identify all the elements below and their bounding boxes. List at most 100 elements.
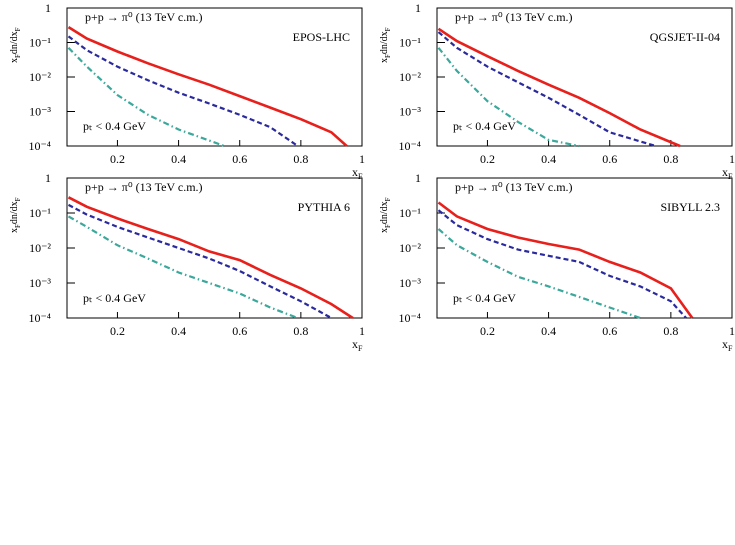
y-tick-label: 10⁻³ bbox=[29, 276, 51, 290]
x-tick-label: 1 bbox=[359, 152, 365, 166]
y-tick-label: 10⁻² bbox=[399, 70, 421, 84]
y-tick-label: 1 bbox=[45, 1, 51, 15]
annotation: pₜ < 0.4 GeV bbox=[453, 291, 516, 305]
y-axis-label: xFdn/dxF bbox=[379, 27, 392, 63]
y-tick-label: 10⁻³ bbox=[399, 105, 421, 119]
x-tick-label: 0.8 bbox=[663, 324, 678, 338]
series-line bbox=[437, 31, 656, 148]
y-axis-label: xFdn/dxF bbox=[9, 197, 22, 233]
annotation: pₜ < 0.4 GeV bbox=[83, 119, 146, 133]
x-axis-label-part: x bbox=[352, 337, 358, 351]
x-tick-label: 0.4 bbox=[171, 324, 186, 338]
y-axis-label: xFdn/dxF bbox=[379, 197, 392, 233]
series-line bbox=[437, 201, 694, 319]
y-tick-label: 10⁻¹ bbox=[29, 206, 51, 220]
y-tick-label: 10⁻³ bbox=[29, 105, 51, 119]
panel-title: p+p → π⁰ (13 TeV c.m.) bbox=[85, 180, 203, 194]
x-axis-label-part: F bbox=[728, 344, 733, 353]
x-tick-label: 0.4 bbox=[541, 324, 556, 338]
panel: 10⁻⁴ 10⁻³ 10⁻² 10⁻¹ 1 0.2 0.4 0.6 0.8 1 p+p → π⁰ (… bbox=[9, 171, 365, 353]
annotation: pₜ < 0.4 GeV bbox=[83, 291, 146, 305]
x-tick-label: 0.2 bbox=[480, 324, 495, 338]
panel: 10⁻⁴ 10⁻³ 10⁻² 10⁻¹ 1 0.2 0.4 0.6 0.8 1 p+p → π⁰ (… bbox=[379, 171, 735, 353]
x-axis-label: xF bbox=[352, 165, 363, 181]
x-tick-label: 0.2 bbox=[110, 324, 125, 338]
y-axis-label-part: F bbox=[14, 224, 22, 228]
x-tick-label: 0.8 bbox=[663, 152, 678, 166]
x-axis-label-part: x bbox=[722, 165, 728, 179]
y-axis-label-part: F bbox=[14, 54, 22, 58]
panel-title: p+p → π⁰ (13 TeV c.m.) bbox=[85, 10, 203, 24]
y-axis-label-part: x bbox=[9, 58, 20, 63]
y-tick-label: 10⁻¹ bbox=[29, 36, 51, 50]
x-tick-label: 0.6 bbox=[232, 152, 247, 166]
y-tick-label: 10⁻⁴ bbox=[28, 311, 51, 325]
x-axis-label-part: F bbox=[358, 344, 363, 353]
model-name: PYTHIA 6 bbox=[298, 200, 350, 214]
x-tick-label: 1 bbox=[729, 324, 735, 338]
y-axis-label-part: F bbox=[14, 197, 22, 201]
x-axis-label: xF bbox=[722, 165, 733, 181]
series-line bbox=[67, 35, 299, 147]
y-axis-label-part: F bbox=[14, 27, 22, 31]
x-tick-label: 1 bbox=[359, 324, 365, 338]
y-tick-label: 10⁻³ bbox=[399, 276, 421, 290]
y-tick-label: 1 bbox=[415, 171, 421, 185]
annotation: pₜ < 0.4 GeV bbox=[453, 119, 516, 133]
x-axis-label-part: x bbox=[722, 337, 728, 351]
y-axis-label-part: x bbox=[379, 228, 390, 233]
model-name: EPOS-LHC bbox=[293, 30, 350, 44]
y-axis-label-part: dn/dx bbox=[379, 31, 390, 54]
panel: 10⁻⁴ 10⁻³ 10⁻² 10⁻¹ 1 0.2 0.4 0.6 0.8 1 p+p → π⁰ (… bbox=[9, 1, 365, 181]
y-tick-label: 10⁻² bbox=[29, 70, 51, 84]
y-tick-label: 10⁻² bbox=[399, 241, 421, 255]
model-name: SIBYLL 2.3 bbox=[660, 200, 720, 214]
model-name: QGSJET-II-04 bbox=[650, 30, 720, 44]
y-tick-label: 10⁻² bbox=[29, 241, 51, 255]
x-tick-label: 0.4 bbox=[541, 152, 556, 166]
x-tick-label: 0.2 bbox=[110, 152, 125, 166]
panel-title: p+p → π⁰ (13 TeV c.m.) bbox=[455, 180, 573, 194]
series-line bbox=[437, 209, 687, 319]
panel: 10⁻⁴ 10⁻³ 10⁻² 10⁻¹ 1 0.2 0.4 0.6 0.8 1 p+p → π⁰ (… bbox=[379, 1, 735, 181]
series-line bbox=[437, 47, 580, 148]
series-line bbox=[67, 25, 348, 147]
x-axis-label-part: x bbox=[352, 165, 358, 179]
series-line bbox=[67, 215, 299, 320]
y-tick-label: 10⁻¹ bbox=[399, 36, 421, 50]
y-axis-label-part: F bbox=[384, 54, 392, 58]
y-tick-label: 10⁻⁴ bbox=[398, 311, 421, 325]
y-axis-label-part: F bbox=[384, 224, 392, 228]
x-tick-label: 0.6 bbox=[232, 324, 247, 338]
y-tick-label: 10⁻⁴ bbox=[28, 139, 51, 153]
series-line bbox=[67, 196, 354, 320]
x-tick-label: 0.6 bbox=[602, 152, 617, 166]
series-line bbox=[67, 47, 225, 148]
series-line bbox=[437, 228, 641, 320]
y-tick-label: 1 bbox=[45, 171, 51, 185]
x-axis-label-part: F bbox=[728, 172, 733, 181]
y-tick-label: 10⁻⁴ bbox=[398, 139, 421, 153]
y-axis-label-part: dn/dx bbox=[9, 201, 20, 224]
y-tick-label: 10⁻¹ bbox=[399, 206, 421, 220]
y-tick-label: 1 bbox=[415, 1, 421, 15]
x-tick-label: 0.6 bbox=[602, 324, 617, 338]
panel-title: p+p → π⁰ (13 TeV c.m.) bbox=[455, 10, 573, 24]
y-axis-label-part: x bbox=[9, 228, 20, 233]
x-tick-label: 0.2 bbox=[480, 152, 495, 166]
y-axis-label: xFdn/dxF bbox=[9, 27, 22, 63]
y-axis-label-part: x bbox=[379, 58, 390, 63]
x-tick-label: 0.4 bbox=[171, 152, 186, 166]
x-tick-label: 1 bbox=[729, 152, 735, 166]
x-tick-label: 0.8 bbox=[293, 324, 308, 338]
y-axis-label-part: F bbox=[384, 197, 392, 201]
x-axis-label-part: F bbox=[358, 172, 363, 181]
y-axis-label-part: dn/dx bbox=[379, 201, 390, 224]
x-axis-label: xF bbox=[352, 337, 363, 353]
x-axis-label: xF bbox=[722, 337, 733, 353]
y-axis-label-part: F bbox=[384, 27, 392, 31]
y-axis-label-part: dn/dx bbox=[9, 31, 20, 54]
series-line bbox=[437, 27, 681, 148]
x-tick-label: 0.8 bbox=[293, 152, 308, 166]
